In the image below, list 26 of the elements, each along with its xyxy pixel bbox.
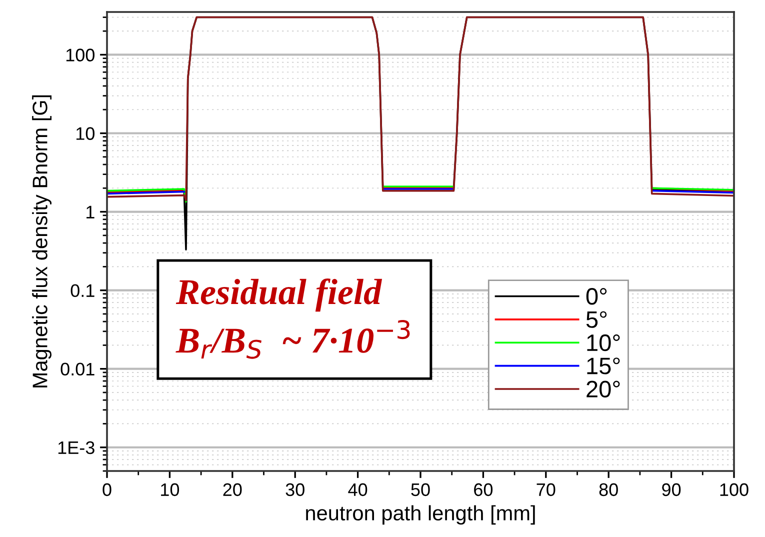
- x-tick-label: 50: [411, 483, 430, 496]
- legend-label: 15°: [587, 358, 620, 374]
- legend-label: 20°: [586, 380, 620, 398]
- y-tick-label: 100: [66, 48, 94, 62]
- y-tick-label: 10: [76, 127, 94, 140]
- y-tick-label: 0.1: [70, 284, 94, 298]
- y-tick-label: 1E-3: [58, 441, 94, 454]
- x-tick-label: 30: [286, 483, 304, 496]
- legend-label: 0°: [586, 288, 607, 305]
- x-tick-label: 90: [662, 483, 681, 496]
- x-tick-label: 70: [536, 483, 556, 496]
- x-axis-title: neutron path length [mm]: [306, 505, 535, 525]
- x-tick-label: 60: [474, 483, 493, 496]
- x-tick-label: 40: [348, 483, 368, 496]
- x-tick-label: 0: [102, 483, 112, 496]
- y-tick-label: 0.01: [60, 362, 94, 376]
- x-tick-label: 20: [223, 483, 242, 496]
- legend-label: 10°: [587, 334, 620, 352]
- legend-label: 5°: [586, 311, 607, 328]
- x-tick-label: 80: [599, 483, 618, 496]
- x-tick-label: 10: [161, 483, 180, 496]
- annotation: Residual field B$_{r}$/B$_{S}$ ~ 7·10$^{−3}$: [176, 278, 410, 359]
- line-series: [107, 16, 734, 202]
- y-axis-title: Magnetic flux density Bnorm [G]: [32, 95, 52, 388]
- y-tick-label: 1: [86, 206, 94, 218]
- x-tick-label: 100: [720, 483, 748, 496]
